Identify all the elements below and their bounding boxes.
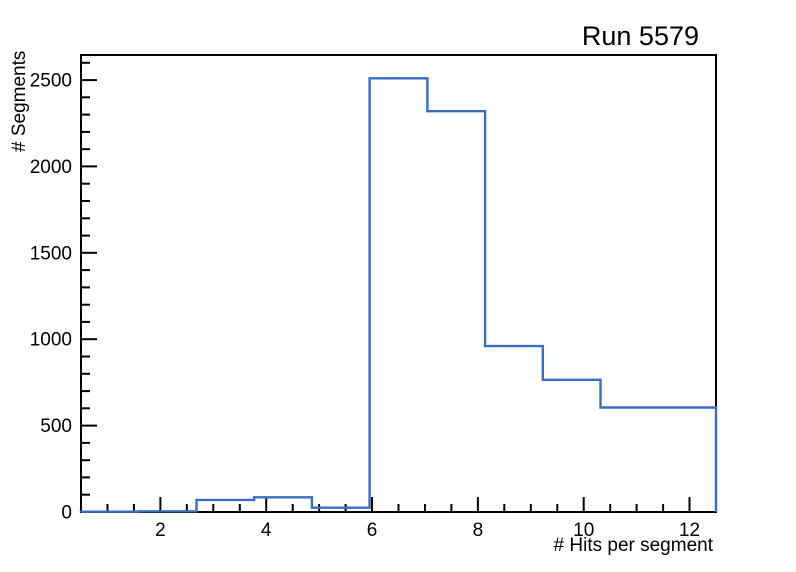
y-tick-label: 1000 <box>30 330 72 351</box>
x-tick-label: 12 <box>679 520 700 541</box>
y-tick-label: 0 <box>61 503 72 524</box>
x-tick-label: 4 <box>261 520 272 541</box>
x-tick-label: 2 <box>155 520 166 541</box>
histogram-line <box>79 77 718 513</box>
y-tick-label: 2500 <box>30 71 72 92</box>
y-axis-title: # Segments <box>9 50 30 152</box>
x-tick-label: 10 <box>573 520 594 541</box>
x-tick-label: 6 <box>367 520 378 541</box>
x-axis-title: # Hits per segment <box>553 535 713 556</box>
x-tick-label: 8 <box>473 520 484 541</box>
y-tick-label: 500 <box>40 416 72 437</box>
y-tick-label: 1500 <box>30 243 72 264</box>
plot-title: Run 5579 <box>581 21 699 51</box>
plot-frame <box>80 54 717 513</box>
y-tick-label: 2000 <box>30 157 72 178</box>
